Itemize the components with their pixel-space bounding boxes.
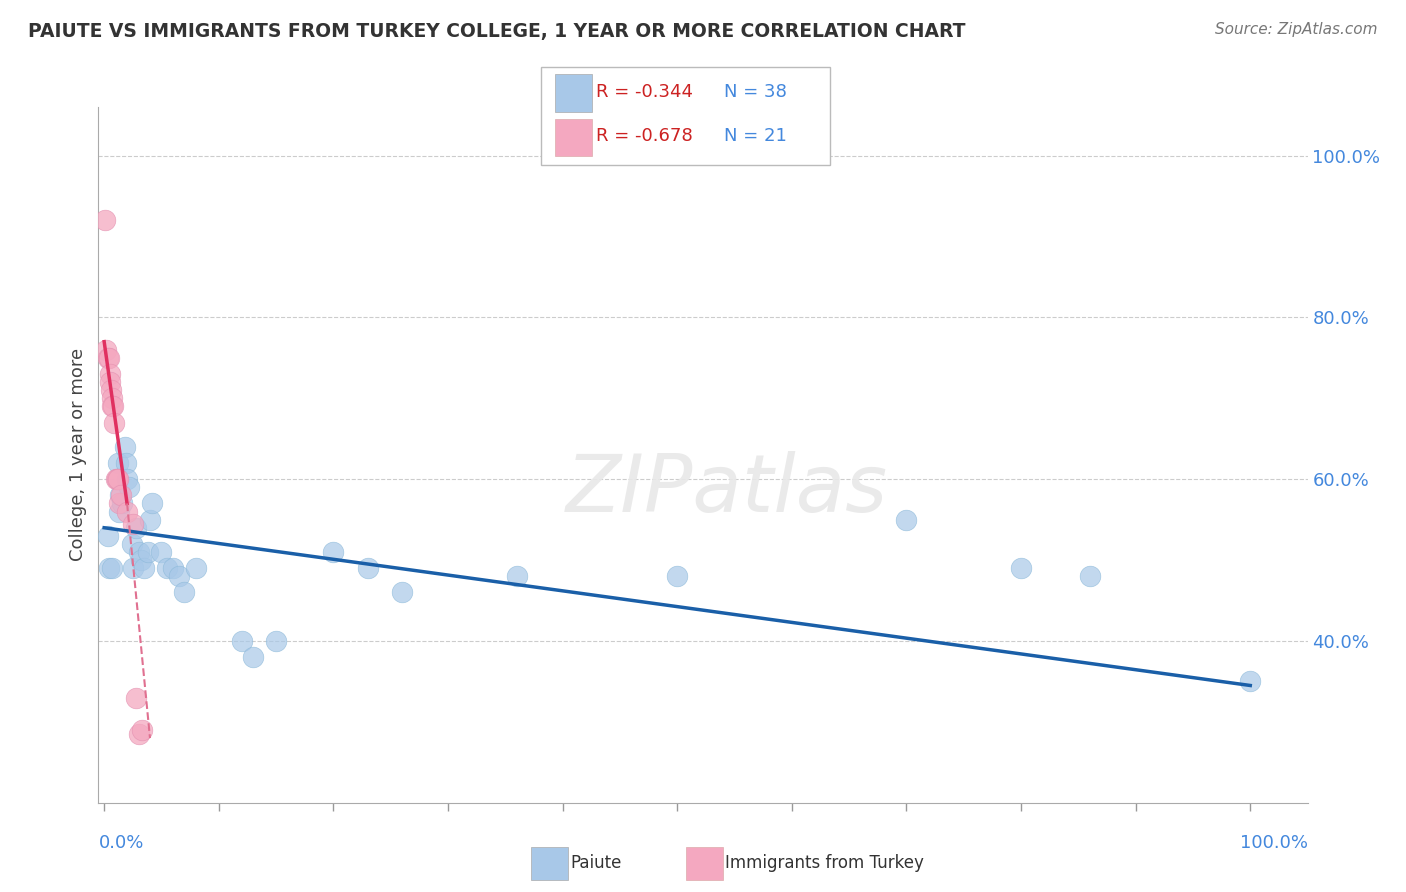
Text: Immigrants from Turkey: Immigrants from Turkey [725, 855, 924, 872]
Point [1010, 561, 1032, 575]
Point [97, 561, 120, 575]
Point [141, 496, 163, 510]
Point [167, 569, 190, 583]
Point [97, 351, 120, 365]
Text: 0.0%: 0.0% [98, 834, 143, 852]
Point [103, 400, 125, 414]
Point [506, 569, 529, 583]
Point [98, 375, 121, 389]
Text: Source: ZipAtlas.com: Source: ZipAtlas.com [1215, 22, 1378, 37]
Point [322, 545, 344, 559]
Point [128, 727, 150, 741]
Point [125, 690, 148, 705]
Point [104, 472, 127, 486]
Text: N = 38: N = 38 [724, 83, 787, 101]
Point [150, 545, 173, 559]
Point [115, 504, 138, 518]
Point [139, 513, 162, 527]
Point [114, 440, 136, 454]
Point [357, 561, 380, 575]
Point [136, 545, 159, 559]
Point [111, 496, 134, 510]
Point [184, 561, 207, 575]
Text: R = -0.678: R = -0.678 [596, 128, 693, 145]
Text: R = -0.344: R = -0.344 [596, 83, 693, 101]
Point [231, 634, 253, 648]
Text: Paiute: Paiute [571, 855, 623, 872]
Point [118, 480, 141, 494]
Text: N = 21: N = 21 [724, 128, 787, 145]
Point [1239, 674, 1261, 689]
Point [94, 213, 117, 227]
Point [896, 513, 918, 527]
Point [115, 472, 138, 486]
Point [96, 343, 118, 357]
Point [173, 585, 195, 599]
Point [108, 496, 131, 510]
Y-axis label: College, 1 year or more: College, 1 year or more [69, 349, 87, 561]
Point [107, 472, 129, 486]
Point [156, 561, 179, 575]
Point [242, 650, 264, 665]
Point [666, 569, 689, 583]
Point [121, 537, 143, 551]
Point [391, 585, 413, 599]
Point [101, 400, 124, 414]
Point [121, 561, 143, 575]
Point [100, 383, 122, 397]
Point [121, 516, 143, 531]
Point [129, 553, 152, 567]
Text: ZIPatlas: ZIPatlas [567, 450, 889, 529]
Point [101, 561, 124, 575]
Point [97, 351, 120, 365]
Point [125, 521, 148, 535]
Point [98, 367, 121, 381]
Point [105, 472, 128, 486]
Point [103, 416, 125, 430]
Point [97, 529, 120, 543]
Point [107, 456, 129, 470]
Point [108, 488, 131, 502]
Point [264, 634, 287, 648]
Point [131, 723, 153, 737]
Point [115, 456, 138, 470]
Point [128, 545, 150, 559]
Point [134, 561, 156, 575]
Point [101, 392, 124, 406]
Text: PAIUTE VS IMMIGRANTS FROM TURKEY COLLEGE, 1 YEAR OR MORE CORRELATION CHART: PAIUTE VS IMMIGRANTS FROM TURKEY COLLEGE… [28, 22, 966, 41]
Point [162, 561, 184, 575]
Text: 100.0%: 100.0% [1240, 834, 1308, 852]
Point [108, 504, 131, 518]
Point [1078, 569, 1101, 583]
Point [110, 488, 132, 502]
